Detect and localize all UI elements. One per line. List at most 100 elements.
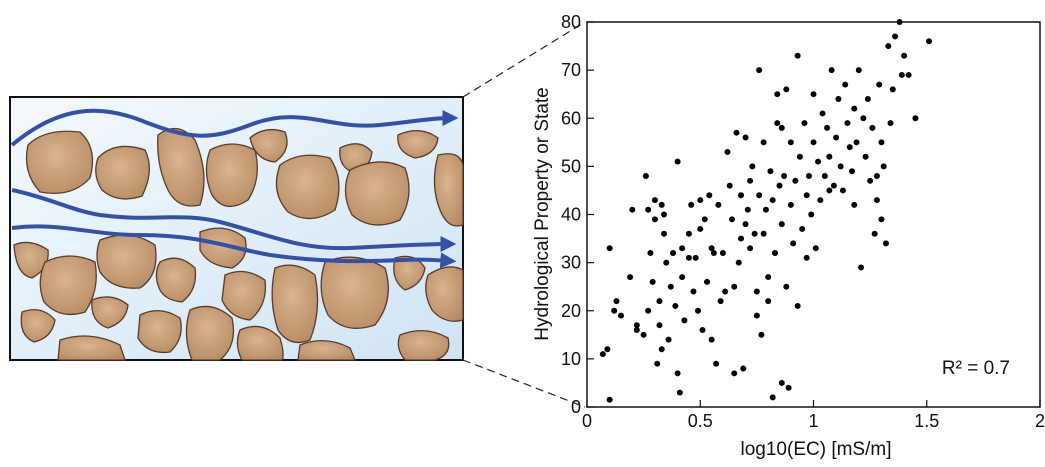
point xyxy=(651,216,658,223)
point xyxy=(697,197,704,204)
point xyxy=(781,173,788,179)
point xyxy=(785,384,792,391)
point xyxy=(679,245,686,252)
point xyxy=(740,365,747,372)
zoom-line xyxy=(462,21,586,98)
point xyxy=(733,129,740,136)
point xyxy=(674,158,681,165)
x-tick-label: 1 xyxy=(808,411,818,431)
point xyxy=(826,153,833,160)
point xyxy=(862,153,869,160)
point xyxy=(778,379,785,386)
point xyxy=(679,274,686,281)
point xyxy=(926,38,933,45)
point xyxy=(685,230,692,237)
point xyxy=(803,254,810,261)
point xyxy=(762,206,769,213)
point xyxy=(815,158,822,165)
point xyxy=(713,360,720,367)
y-tick-label: 80 xyxy=(561,12,581,32)
point xyxy=(867,177,874,184)
point xyxy=(885,43,892,50)
point xyxy=(837,163,844,170)
point xyxy=(873,197,880,204)
point xyxy=(724,148,731,155)
point xyxy=(753,288,760,295)
point xyxy=(738,192,745,199)
point xyxy=(599,351,606,358)
point xyxy=(701,216,708,223)
point xyxy=(640,331,647,338)
point xyxy=(661,230,668,237)
point xyxy=(731,370,738,377)
point xyxy=(853,139,860,146)
y-tick-label: 10 xyxy=(561,349,581,369)
point xyxy=(835,96,842,102)
point xyxy=(735,259,742,266)
y-axis-label: Hydrological Property or State xyxy=(532,87,553,340)
point xyxy=(670,250,677,256)
point xyxy=(656,298,663,305)
point xyxy=(731,283,738,290)
point xyxy=(796,153,803,160)
point xyxy=(710,250,717,256)
point xyxy=(794,52,801,59)
point xyxy=(882,240,889,247)
point xyxy=(774,120,781,127)
point xyxy=(722,288,729,295)
point xyxy=(778,221,785,228)
point xyxy=(812,245,819,252)
point xyxy=(706,192,713,199)
point xyxy=(817,197,824,204)
point xyxy=(787,139,794,146)
y-tick-label: 60 xyxy=(561,108,581,128)
point xyxy=(878,216,885,223)
point xyxy=(801,120,808,127)
point xyxy=(805,173,812,179)
point xyxy=(860,115,867,122)
point xyxy=(803,192,810,199)
flow-arrow xyxy=(10,108,459,147)
point xyxy=(654,360,661,367)
point xyxy=(629,206,636,213)
point xyxy=(617,312,624,319)
point xyxy=(792,177,799,184)
point xyxy=(676,389,683,396)
point xyxy=(892,33,899,40)
point xyxy=(876,81,883,88)
y-tick-label: 70 xyxy=(561,60,581,80)
point xyxy=(769,197,776,204)
point xyxy=(726,182,733,189)
point xyxy=(717,298,724,305)
point xyxy=(769,394,776,401)
point xyxy=(753,312,760,319)
point xyxy=(855,67,862,74)
point xyxy=(688,201,695,208)
point xyxy=(887,120,894,127)
point xyxy=(651,197,658,204)
point xyxy=(742,134,749,141)
point xyxy=(694,307,701,314)
point xyxy=(672,302,679,309)
point xyxy=(708,336,715,343)
x-tick-label: 1.5 xyxy=(914,411,939,431)
point xyxy=(645,307,652,314)
x-tick-label: 0 xyxy=(582,411,592,431)
point xyxy=(844,120,851,127)
point xyxy=(833,134,840,141)
point xyxy=(649,278,656,285)
point xyxy=(864,96,871,102)
point xyxy=(774,91,781,98)
zoom-line xyxy=(462,359,586,408)
point xyxy=(645,206,652,213)
point xyxy=(826,187,833,194)
point xyxy=(613,298,620,305)
point xyxy=(873,173,880,179)
point xyxy=(756,67,763,74)
point xyxy=(889,86,896,93)
point xyxy=(697,225,704,232)
point xyxy=(787,201,794,208)
point xyxy=(871,230,878,237)
